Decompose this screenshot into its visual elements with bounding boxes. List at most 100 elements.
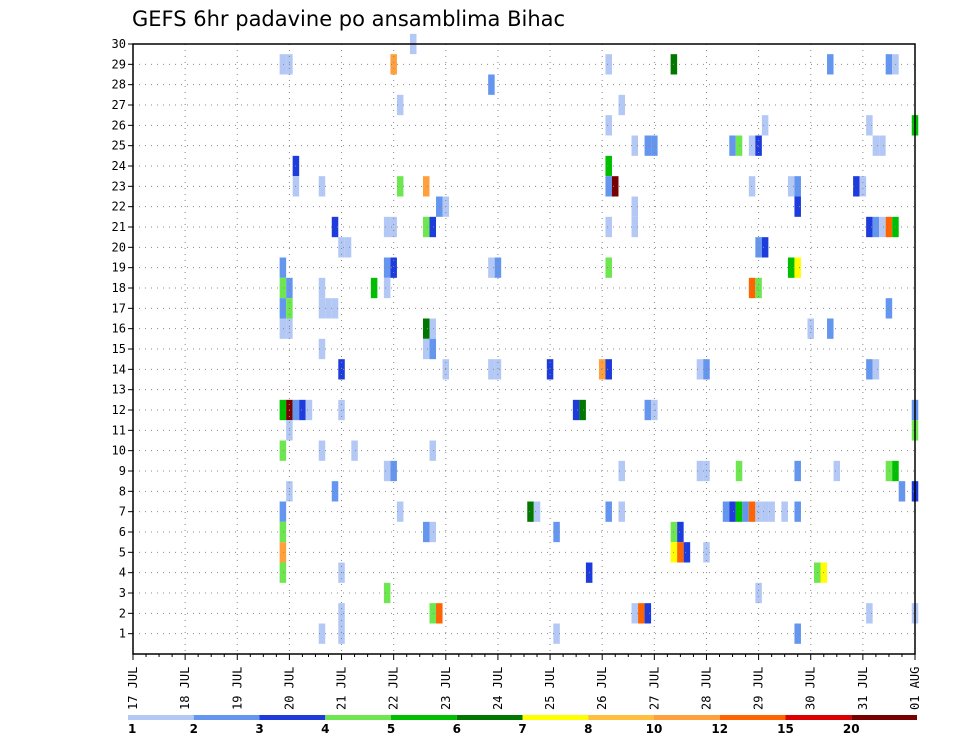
precip-cell [546,359,554,380]
precip-cell [429,521,437,543]
precip-cell [794,623,801,644]
precip-cell [631,135,639,156]
precip-cell [677,542,684,563]
precip-cell [488,74,495,95]
precip-cell [885,460,893,482]
precip-cell [533,501,541,522]
x-tick-label: 27 JUL [647,667,661,710]
precip-cell [390,54,397,75]
precip-cell [390,257,397,278]
y-tick-label: 18 [112,281,126,295]
precip-cell [422,521,430,543]
precip-cell [677,521,684,543]
legend-swatch [522,715,589,720]
x-tick-label: 17 JUL [126,667,140,710]
y-tick-label: 4 [119,566,126,580]
precip-cell [618,94,626,116]
precip-cell [748,277,756,299]
y-tick-label: 23 [112,179,126,193]
precip-cell [383,216,391,238]
precip-cell [318,338,326,360]
precip-cell [396,176,404,197]
y-tick-label: 6 [119,525,126,539]
x-tick-label: 26 JUL [595,667,609,710]
precip-cell [872,216,880,238]
precip-cell [344,237,352,258]
precip-cell [318,623,326,644]
precip-cell [853,176,860,197]
precip-cell [390,216,397,238]
y-axis: 1234567891011121314151617181920212223242… [112,37,133,641]
x-tick-label: 31 JUL [856,667,870,710]
precip-cell [631,603,639,624]
precip-cell [827,54,834,75]
precip-cell [618,501,626,522]
y-tick-label: 7 [119,505,126,519]
precip-cell [748,176,756,197]
precip-cell [696,359,704,380]
legend-swatch [456,715,523,720]
precip-cell [807,318,814,339]
precip-cell [279,562,287,583]
precip-cell [755,237,762,258]
legend-label: 6 [453,722,461,736]
precip-cell [794,196,801,217]
y-tick-label: 3 [119,586,126,600]
precip-cell [885,298,893,319]
legend-label: 15 [777,722,794,736]
legend-swatch [325,715,391,720]
precip-cell [651,135,658,156]
precip-cell [833,460,841,482]
precip-cell [866,603,873,624]
precip-cell [429,216,437,238]
precip-cell [605,115,612,136]
precip-cell [429,318,437,339]
precip-cell [755,135,762,156]
precip-cell [866,216,873,238]
precip-cell [755,277,762,299]
precip-cell [579,399,586,421]
x-tick-label: 19 JUL [230,667,244,710]
legend-label: 7 [518,722,526,736]
precip-cell [429,603,437,624]
precip-cell [605,501,612,522]
precip-cell [598,359,606,380]
y-tick-label: 25 [112,139,126,153]
legend-label: 5 [387,722,395,736]
legend-label: 12 [711,722,728,736]
x-tick-label: 20 JUL [282,667,296,710]
precip-cell [331,481,339,502]
precip-cell [338,237,345,258]
precip-cell [859,176,867,197]
y-tick-label: 1 [119,627,126,641]
y-tick-label: 13 [112,383,126,397]
precip-cell [494,359,502,380]
precip-cell [422,318,430,339]
legend-swatch [128,715,194,720]
precip-cell [879,216,886,238]
precip-cell [866,115,873,136]
precip-cell [331,216,339,238]
precip-cell [279,440,287,461]
y-tick-label: 10 [112,444,126,458]
precip-cell [429,440,437,461]
precip-cell [351,440,358,461]
precip-cell [748,501,756,522]
precip-cell [279,399,287,421]
precip-cell [729,501,736,522]
x-axis: 17 JUL 18 JUL 19 JUL 20 JUL 21 JUL 22 JUL 23 J… [126,654,922,710]
precip-cell [605,216,612,238]
precip-cell [683,542,691,563]
legend-swatch [259,715,326,720]
precip-cell [631,216,639,238]
precip-cell [331,298,339,319]
precip-cell [794,257,801,278]
x-tick-label: 24 JUL [491,667,505,710]
precip-cell [338,603,345,624]
y-tick-label: 15 [112,342,126,356]
x-tick-label: 30 JUL [804,667,818,710]
legend-swatch [654,715,720,720]
precip-cell [383,257,391,278]
precip-cell [383,277,391,299]
